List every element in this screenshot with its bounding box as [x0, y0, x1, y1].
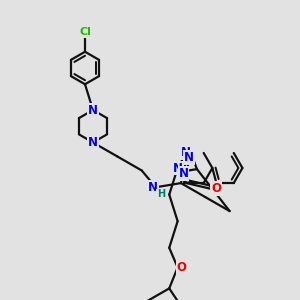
Text: O: O: [211, 182, 221, 195]
Text: O: O: [177, 261, 187, 274]
Text: H: H: [157, 189, 165, 199]
Text: N: N: [148, 181, 158, 194]
Text: O: O: [182, 146, 191, 159]
Text: N: N: [178, 167, 189, 180]
Text: N: N: [181, 146, 191, 160]
Text: N: N: [172, 161, 183, 175]
Text: N: N: [88, 103, 98, 116]
Text: N: N: [88, 136, 98, 149]
Text: Cl: Cl: [79, 27, 91, 37]
Text: N: N: [184, 151, 194, 164]
